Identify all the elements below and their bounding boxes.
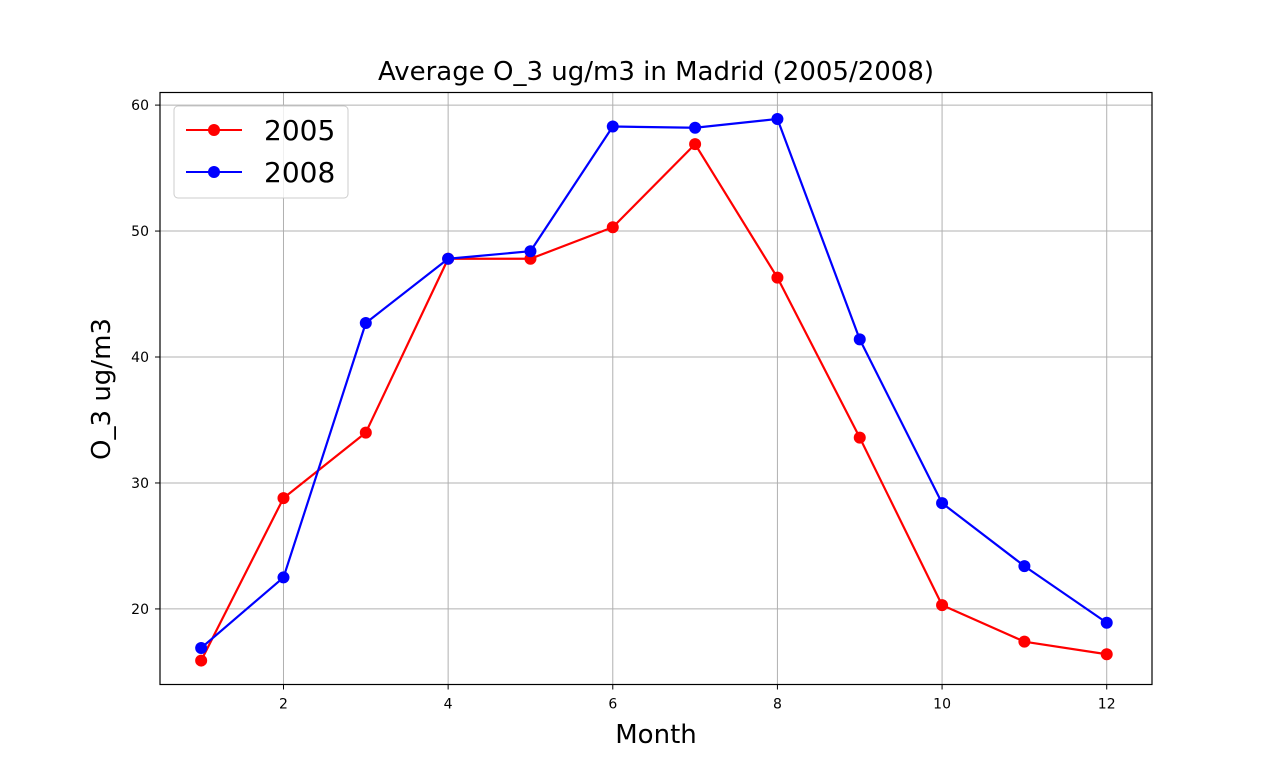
data-point-2008 [771, 112, 784, 125]
x-tick-label: 12 [1098, 697, 1116, 713]
chart-title: Average O_3 ug/m3 in Madrid (2005/2008) [378, 57, 934, 87]
data-point-2005 [771, 271, 784, 284]
data-point-2008 [853, 333, 866, 346]
data-point-2008 [277, 571, 290, 584]
data-point-2005 [359, 426, 372, 439]
data-point-2008 [195, 641, 208, 654]
x-tick-label: 4 [444, 697, 453, 713]
data-point-2005 [689, 138, 702, 151]
series-line-2008 [200, 117, 1108, 649]
data-point-2005 [277, 492, 290, 505]
legend-label-2008: 2008 [264, 156, 335, 189]
y-axis-label: O_3 ug/m3 [87, 318, 117, 460]
y-tick-label: 50 [131, 224, 149, 240]
data-point-2008 [524, 245, 537, 258]
data-point-2005 [853, 431, 866, 444]
legend-marker-2005 [208, 124, 220, 136]
y-tick-label: 60 [131, 98, 149, 114]
x-tick-label: 2 [279, 697, 288, 713]
data-point-2008 [936, 497, 949, 510]
plot-frame [159, 91, 1153, 686]
series-2008 [195, 112, 1113, 654]
y-tick-label: 20 [131, 602, 149, 618]
x-tick-label: 10 [933, 697, 951, 713]
data-point-2008 [1018, 560, 1031, 573]
axis-ticks: 2 4 6 8 10 12 20 30 40 50 60 [131, 98, 1115, 712]
data-point-2008 [606, 120, 619, 133]
data-point-2008 [1100, 616, 1113, 629]
data-point-2005 [195, 654, 208, 667]
series-line-2005 [200, 143, 1107, 662]
data-point-2005 [606, 221, 619, 234]
data-point-2005 [936, 599, 949, 612]
data-point-2005 [1018, 635, 1031, 648]
x-tick-label: 8 [773, 697, 782, 713]
legend-label-2005: 2005 [264, 114, 335, 147]
data-point-2008 [689, 121, 702, 134]
legend: 2005 2008 [173, 105, 349, 199]
grid-lines [160, 92, 1152, 685]
data-point-2005 [1100, 648, 1113, 661]
x-axis-label: Month [615, 720, 697, 750]
y-tick-label: 30 [131, 476, 149, 492]
data-point-2008 [359, 317, 372, 330]
x-tick-label: 6 [608, 697, 617, 713]
data-point-2008 [442, 252, 455, 265]
legend-marker-2008 [208, 166, 220, 178]
y-tick-label: 40 [131, 350, 149, 366]
data-series [195, 112, 1113, 667]
